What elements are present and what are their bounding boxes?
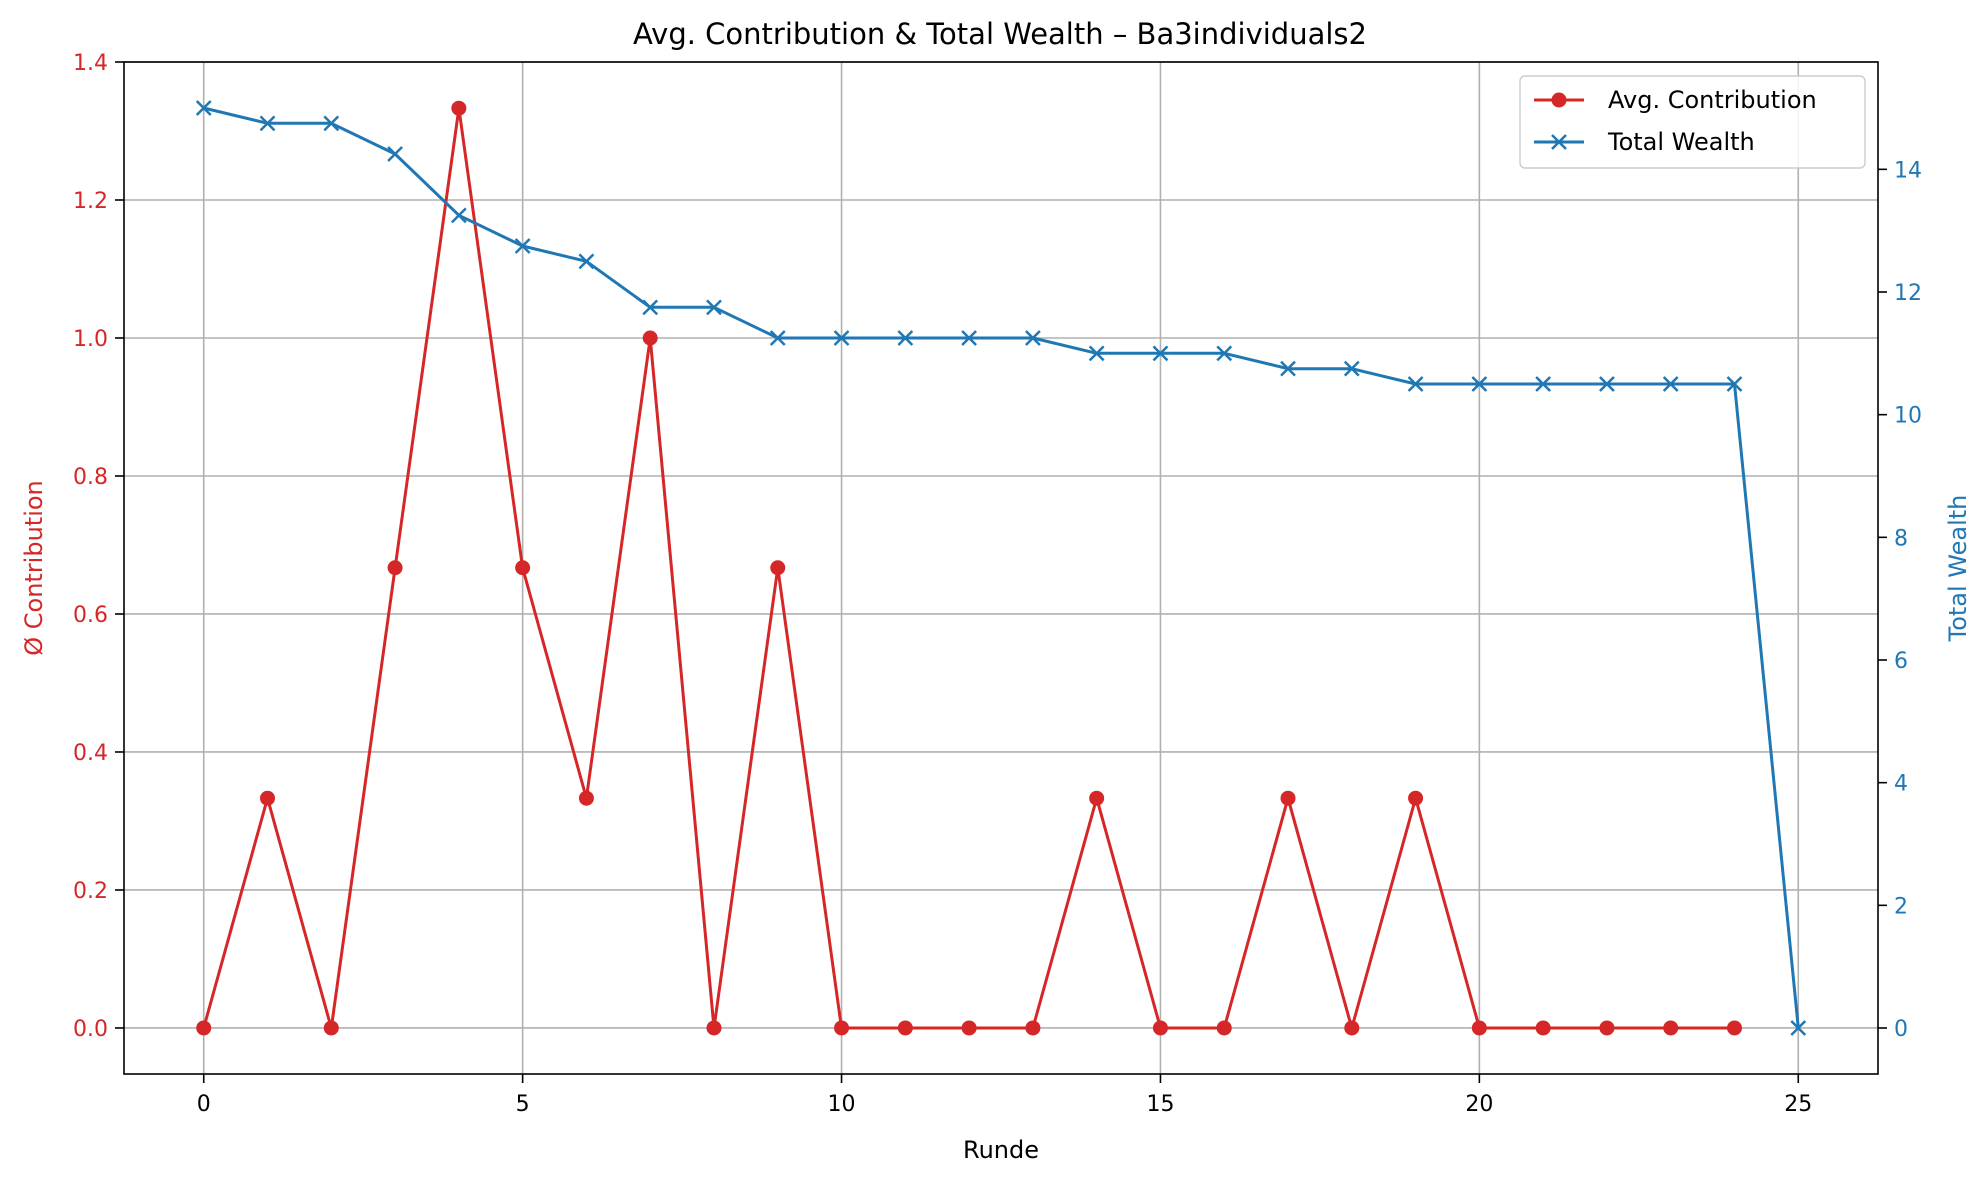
y-axis-left-title: Ø Contribution xyxy=(20,480,48,656)
contribution-point xyxy=(1344,1020,1360,1036)
contribution-point xyxy=(1663,1020,1679,1036)
wealth-point xyxy=(706,299,722,316)
contribution-point xyxy=(897,1020,913,1036)
y-left-tick-label: 0.0 xyxy=(73,1017,108,1042)
contribution-point xyxy=(260,790,276,806)
wealth-point xyxy=(1216,345,1233,362)
legend-box xyxy=(1519,75,1866,169)
contribution-point xyxy=(961,1020,977,1036)
plot-frame xyxy=(123,61,1879,1075)
wealth-point xyxy=(1471,376,1488,392)
series-layer xyxy=(195,100,1807,1036)
wealth-point xyxy=(1152,345,1169,362)
y-right-tick-label: 12 xyxy=(1894,281,1922,306)
contribution-point xyxy=(196,1020,212,1036)
wealth-point xyxy=(1662,376,1679,392)
y-right-tick-label: 8 xyxy=(1894,526,1908,551)
wealth-point xyxy=(259,115,276,132)
x-tick-label: 25 xyxy=(1784,1092,1812,1117)
wealth-point xyxy=(769,330,786,346)
contribution-point xyxy=(770,560,786,576)
series-line-wealth xyxy=(203,106,1800,1029)
wealth-point xyxy=(195,100,212,116)
wealth-point xyxy=(387,146,403,162)
contribution-point xyxy=(1089,790,1105,806)
legend: Avg. Contribution Total Wealth xyxy=(1519,75,1866,169)
y-right-tick-label: 0 xyxy=(1894,1017,1908,1042)
contribution-point xyxy=(706,1020,722,1036)
wealth-point xyxy=(1790,1020,1807,1036)
contribution-point xyxy=(1726,1020,1742,1036)
wealth-point xyxy=(1535,376,1552,392)
y-axis-left: 0.0 0.2 0.4 0.6 0.8 1.0 1.2 1.4 xyxy=(73,51,124,1042)
y-left-tick-label: 0.6 xyxy=(73,603,108,628)
contribution-point xyxy=(387,560,403,576)
legend-marker-wealth xyxy=(1551,134,1567,150)
x-tick-label: 15 xyxy=(1146,1092,1174,1117)
y-left-tick-label: 1.4 xyxy=(73,51,108,76)
legend-marker-contribution xyxy=(1551,92,1567,108)
y-left-tick-label: 1.0 xyxy=(73,327,108,352)
x-axis-title: Runde xyxy=(963,1136,1039,1164)
y-left-tick-label: 0.2 xyxy=(73,879,108,904)
y-axis-right-title: Total Wealth xyxy=(1944,495,1972,643)
contribution-point xyxy=(1471,1020,1487,1036)
wealth-point xyxy=(450,207,467,224)
y-right-tick-label: 14 xyxy=(1894,158,1922,183)
x-tick-label: 5 xyxy=(516,1092,530,1117)
wealth-point xyxy=(833,330,850,346)
wealth-point xyxy=(1280,360,1296,377)
y-right-tick-label: 4 xyxy=(1894,772,1908,797)
x-tick-label: 0 xyxy=(197,1092,211,1117)
wealth-point xyxy=(1343,360,1360,377)
wealth-point xyxy=(323,115,340,132)
y-axis-right: 0 2 4 6 8 10 12 14 xyxy=(1878,158,1922,1042)
contribution-point xyxy=(642,330,658,346)
chart-title: Avg. Contribution & Total Wealth – Ba3in… xyxy=(633,17,1367,51)
y-left-tick-label: 1.2 xyxy=(73,189,108,214)
contribution-point xyxy=(1152,1020,1168,1036)
wealth-point xyxy=(642,299,659,316)
x-tick-label: 10 xyxy=(828,1092,856,1117)
legend-label-wealth: Total Wealth xyxy=(1607,128,1755,156)
contribution-point xyxy=(1216,1020,1232,1036)
legend-label-contribution: Avg. Contribution xyxy=(1608,86,1817,114)
y-left-tick-label: 0.8 xyxy=(73,465,108,490)
contribution-point xyxy=(1408,790,1424,806)
contribution-point xyxy=(323,1020,339,1036)
contribution-point xyxy=(834,1020,850,1036)
grid xyxy=(124,61,1878,1074)
wealth-point xyxy=(1726,376,1743,392)
y-left-tick-label: 0.4 xyxy=(73,741,108,766)
wealth-point xyxy=(514,238,531,254)
contribution-point xyxy=(515,560,531,576)
y-right-tick-label: 2 xyxy=(1894,894,1908,919)
contribution-point xyxy=(1535,1020,1551,1036)
y-right-tick-label: 6 xyxy=(1894,649,1908,674)
wealth-point xyxy=(578,253,595,270)
contribution-point xyxy=(1599,1020,1615,1036)
contribution-point xyxy=(578,790,594,806)
wealth-point xyxy=(961,330,977,346)
x-tick-label: 20 xyxy=(1465,1092,1493,1117)
contribution-point xyxy=(451,100,467,116)
wealth-point xyxy=(897,330,914,346)
wealth-point xyxy=(1025,330,1041,346)
wealth-point xyxy=(1088,345,1105,362)
contribution-point xyxy=(1280,790,1296,806)
contribution-point xyxy=(1025,1020,1041,1036)
wealth-point xyxy=(1599,376,1615,392)
wealth-point xyxy=(1407,376,1424,392)
y-right-tick-label: 10 xyxy=(1894,404,1922,429)
x-axis: 0 5 10 15 20 25 xyxy=(197,1074,1812,1117)
